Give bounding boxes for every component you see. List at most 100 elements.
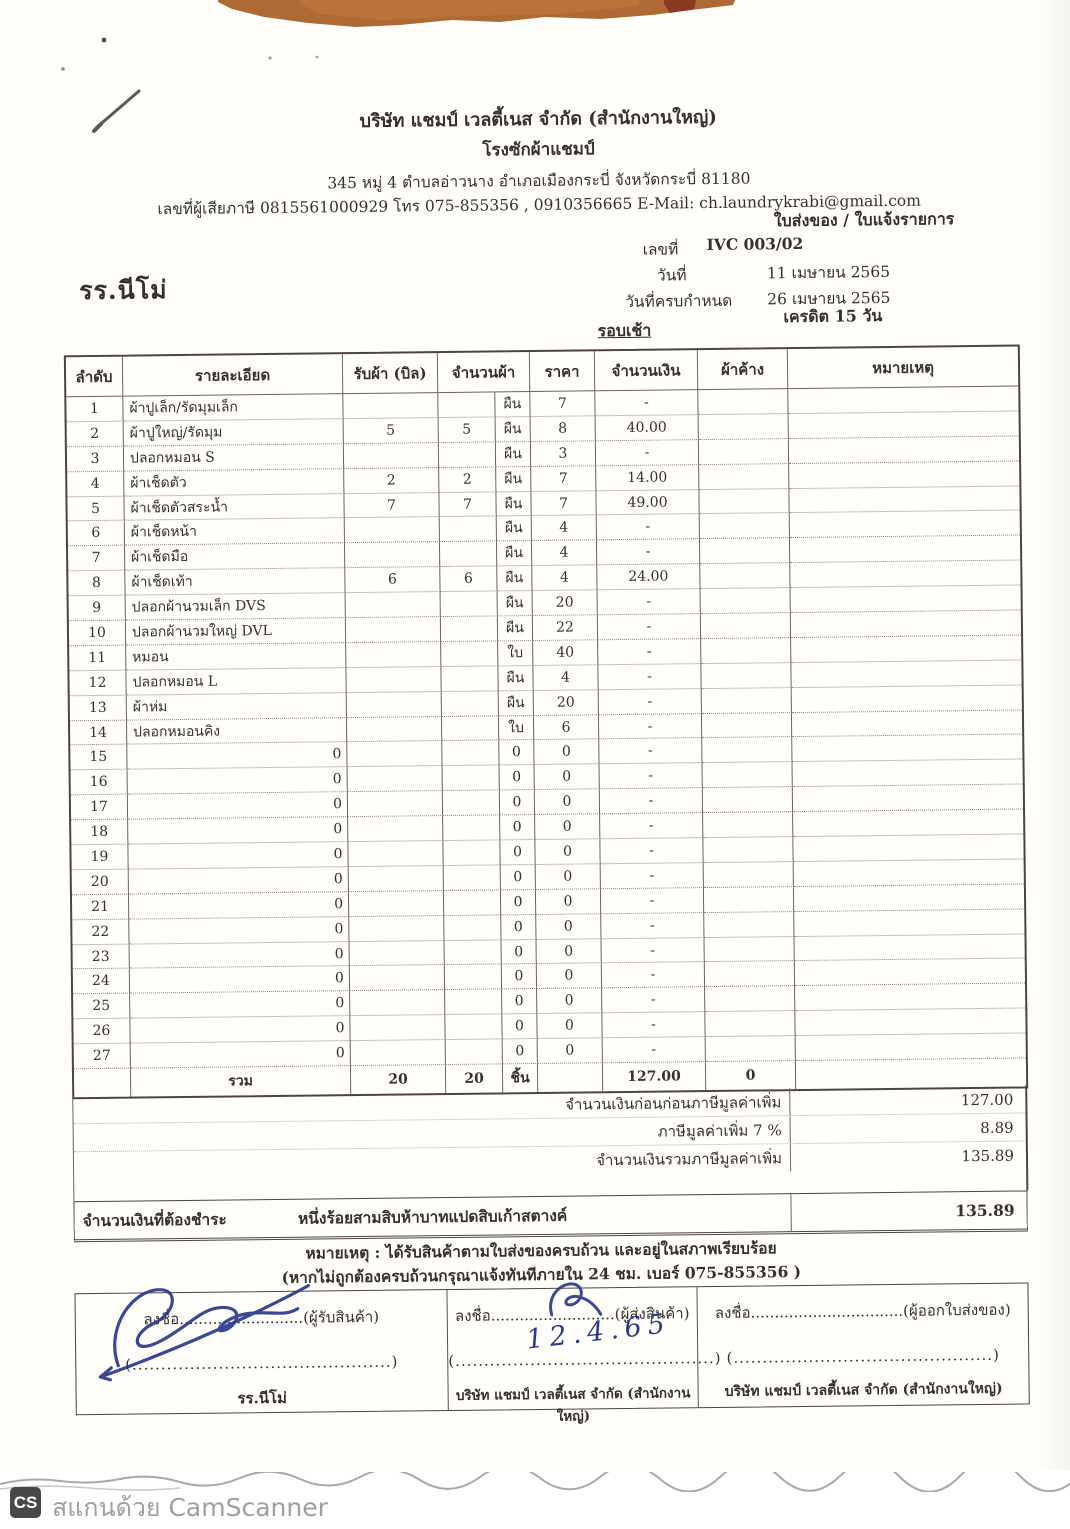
row-no: 7	[68, 545, 126, 572]
signature-box-sender: ลงชื่อ..........................(ผู้ส่งส…	[447, 1282, 722, 1425]
ink-speck	[268, 56, 272, 60]
invoice-date-label: วันที่	[656, 266, 687, 285]
row-unit: 0	[501, 914, 537, 940]
row-unit: ผืน	[495, 416, 531, 443]
row-amount: -	[602, 1037, 706, 1064]
signer-entity: บริษัท แชมป์ เวลตี้เนส จำกัด (สำนักงานให…	[455, 1385, 691, 1425]
row-pending	[704, 911, 795, 938]
row-no: 23	[72, 944, 130, 970]
row-quantity: 6	[440, 566, 498, 593]
row-price: 40	[533, 640, 599, 666]
row-pending	[698, 438, 790, 465]
row-quantity	[442, 765, 500, 792]
row-pending	[703, 861, 794, 888]
row-pending	[705, 1011, 796, 1038]
ink-speck	[61, 67, 65, 71]
row-price: 20	[533, 689, 599, 716]
row-no: 21	[71, 894, 130, 920]
row-received	[345, 617, 442, 644]
row-unit: ใบ	[498, 640, 534, 667]
row-no: 4	[67, 471, 125, 497]
row-price: 4	[532, 565, 598, 592]
row-price: 4	[531, 515, 597, 542]
row-unit: ผืน	[496, 541, 533, 567]
row-unit: ผืน	[496, 516, 532, 542]
row-price: 6	[533, 714, 600, 741]
row-description: 0	[129, 916, 350, 945]
row-note	[788, 436, 1020, 464]
row-unit: 0	[500, 864, 536, 891]
row-no: 26	[73, 1018, 131, 1045]
row-price: 8	[530, 416, 596, 442]
row-amount: -	[601, 962, 706, 989]
row-no: 12	[69, 670, 127, 696]
row-description: 0	[130, 991, 351, 1019]
signer-name-line: (.......................................…	[448, 1348, 722, 1371]
row-pending	[702, 737, 793, 764]
col-description: รายละเอียด	[122, 354, 344, 397]
row-amount: -	[601, 937, 705, 964]
row-amount: -	[602, 987, 706, 1014]
row-amount: 49.00	[596, 489, 700, 516]
row-received	[348, 890, 445, 917]
row-unit: 0	[502, 1014, 538, 1040]
sign-label: ลงชื่อ	[714, 1303, 751, 1322]
row-no: 25	[73, 993, 131, 1020]
row-no: 24	[72, 969, 131, 995]
scan-torn-strip	[61, 0, 735, 133]
row-unit: 0	[500, 815, 536, 841]
row-pending	[698, 413, 789, 440]
row-no: 2	[66, 421, 124, 448]
row-price: 0	[534, 739, 600, 766]
row-note	[794, 934, 1025, 962]
row-note	[793, 834, 1024, 862]
invoice-date-value: 11 เมษายน 2565	[766, 262, 891, 283]
row-note	[788, 386, 1019, 414]
row-description: ผ้าเช็ดหน้า	[124, 518, 345, 546]
row-pending	[703, 812, 794, 839]
row-description: 0	[127, 767, 348, 795]
document-type-title: ใบส่งของ / ใบแจ้งรายการ	[773, 209, 955, 231]
row-price: 3	[530, 441, 597, 467]
row-received	[348, 816, 444, 843]
camscanner-text: สแกนด้วย CamScanner	[52, 1493, 328, 1522]
row-received	[343, 442, 440, 469]
invoice-no-value: IVC 003/02	[706, 233, 804, 255]
ink-speck	[101, 37, 107, 43]
row-unit: ผืน	[497, 591, 533, 617]
row-quantity	[441, 715, 500, 742]
row-quantity	[443, 840, 501, 866]
row-description: 0	[128, 891, 350, 920]
row-price: 0	[536, 913, 602, 940]
ink-speck	[315, 55, 319, 59]
row-quantity: 5	[438, 417, 496, 443]
row-unit: ผืน	[497, 616, 534, 642]
row-price: 0	[535, 814, 601, 841]
row-no: 13	[69, 695, 127, 721]
row-quantity: 2	[439, 467, 497, 493]
row-received	[345, 592, 441, 619]
row-received	[349, 940, 445, 967]
signer-entity: รร.นีโม่	[237, 1388, 288, 1408]
amount-in-words: หนึ่งร้อยสามสิบห้าบาทแปดสิบเก้าสตางค์	[297, 1205, 568, 1228]
signer-name-line: (.......................................…	[726, 1345, 1000, 1367]
row-amount: -	[599, 763, 703, 790]
row-received	[350, 1015, 446, 1042]
row-quantity	[439, 541, 498, 568]
row-note	[794, 958, 1026, 987]
row-received	[348, 841, 444, 868]
row-amount: -	[599, 738, 703, 765]
row-pending	[699, 513, 790, 540]
row-received	[349, 915, 445, 942]
row-quantity	[442, 740, 500, 767]
row-quantity	[442, 790, 501, 817]
total-pending: 0	[705, 1061, 797, 1091]
row-no: 16	[70, 769, 128, 796]
signature-box-issuer: ลงชื่อ................................(ผ…	[697, 1283, 1028, 1407]
row-pending	[699, 488, 790, 515]
row-unit: ผืน	[498, 690, 534, 716]
row-unit: 0	[502, 1039, 538, 1065]
amount-due-value: 135.89	[955, 1200, 1015, 1221]
row-unit: ผืน	[496, 491, 532, 517]
